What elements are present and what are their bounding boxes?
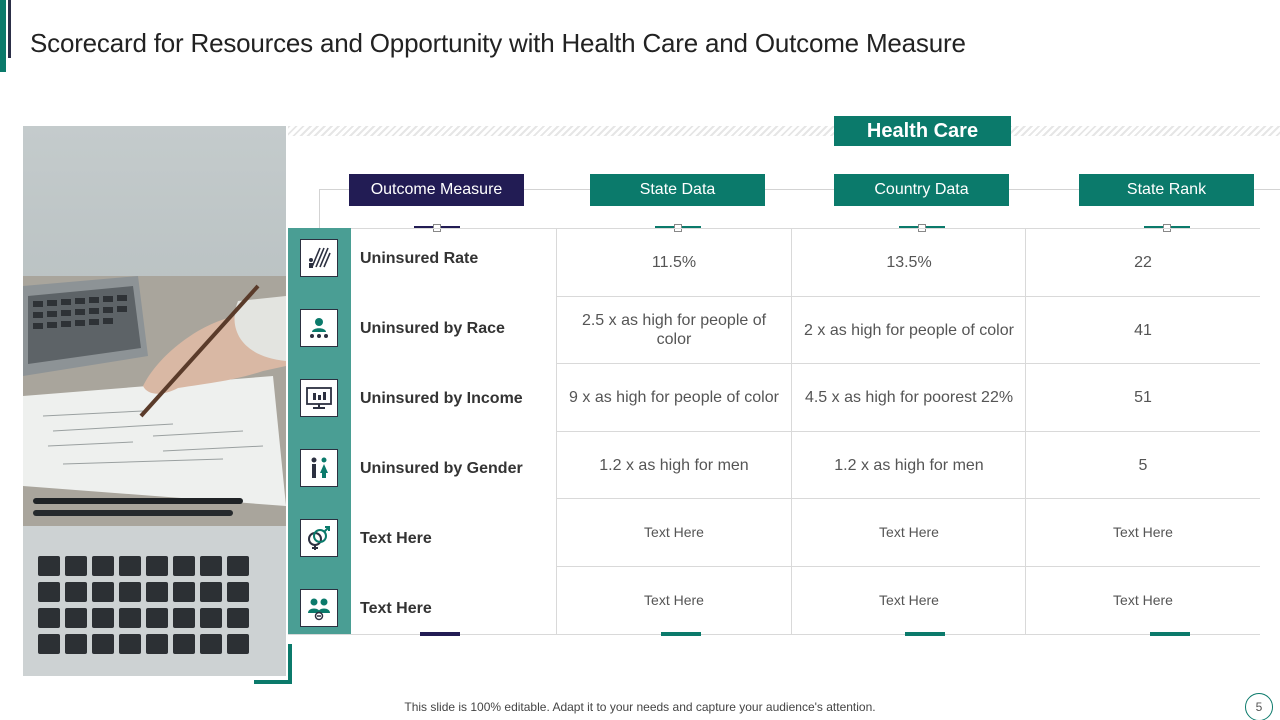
cell-state-data: Text Here [644,592,704,608]
row-label-uninsured-by-income: Uninsured by Income [360,390,523,407]
row-divider [556,296,1260,297]
row-label-uninsured-by-gender: Uninsured by Gender [360,460,523,477]
cell-state-rank: 22 [1134,254,1152,271]
photo-corner-accent [254,644,292,684]
column-header-state-rank: State Rank [1079,174,1254,206]
table-bottom-line [288,634,1260,635]
bottom-tick [420,632,460,636]
cell-state-rank: Text Here [1113,524,1173,540]
cell-country-data: Text Here [879,524,939,540]
cell-state-data: 2.5 x as high for people of color [581,312,767,348]
footer-text: This slide is 100% editable. Adapt it to… [404,700,876,714]
hatched-strip [288,126,1280,136]
connector-line [320,189,1280,190]
bottom-tick [661,632,701,636]
icon-strip [288,228,351,634]
monitor-chart-icon [300,379,338,417]
connector-line-vertical [319,189,320,229]
people-bars-icon [300,239,338,277]
column-header-outcome-measure: Outcome Measure [349,174,524,206]
row-label-text-here-1: Text Here [360,530,432,547]
row-divider [556,566,1260,567]
desk-photo [23,126,286,676]
gender-symbols-icon [300,519,338,557]
row-divider [556,431,1260,432]
row-divider [556,363,1260,364]
cell-state-data: 9 x as high for people of color [569,389,779,406]
page-number: 5 [1245,693,1273,720]
slide-title: Scorecard for Resources and Opportunity … [30,28,966,58]
row-divider [556,498,1260,499]
table-top-line [288,228,1260,229]
couple-icon [300,589,338,627]
column-header-country-data: Country Data [834,174,1009,206]
cell-state-rank: Text Here [1113,592,1173,608]
row-label-uninsured-by-race: Uninsured by Race [360,320,505,337]
title-accent-bar [0,0,6,72]
column-header-state-data: State Data [590,174,765,206]
cell-state-data: Text Here [644,524,704,540]
title-accent-bar-dark [8,0,11,58]
man-woman-icon [300,449,338,487]
row-label-text-here-2: Text Here [360,600,432,617]
cell-state-data: 1.2 x as high for men [599,456,749,474]
cell-country-data: 1.2 x as high for men [834,456,984,474]
footer-note: This slide is 100% editable. Adapt it to… [0,700,1280,714]
cell-state-rank: 5 [1138,456,1148,474]
cell-state-rank: 41 [1134,321,1152,339]
cell-country-data: 4.5 x as high for poorest 22% [804,389,1014,406]
cell-country-data: Text Here [879,592,939,608]
cell-country-data: 13.5% [886,254,932,271]
bottom-tick [905,632,945,636]
person-group-icon [300,309,338,347]
cell-country-data: 2 x as high for people of color [804,321,1014,339]
cell-state-data: 11.5% [651,254,697,271]
bottom-tick [1150,632,1190,636]
row-label-uninsured-rate: Uninsured Rate [360,250,479,267]
cell-state-rank: 51 [1134,389,1152,406]
health-care-header: Health Care [834,116,1011,146]
